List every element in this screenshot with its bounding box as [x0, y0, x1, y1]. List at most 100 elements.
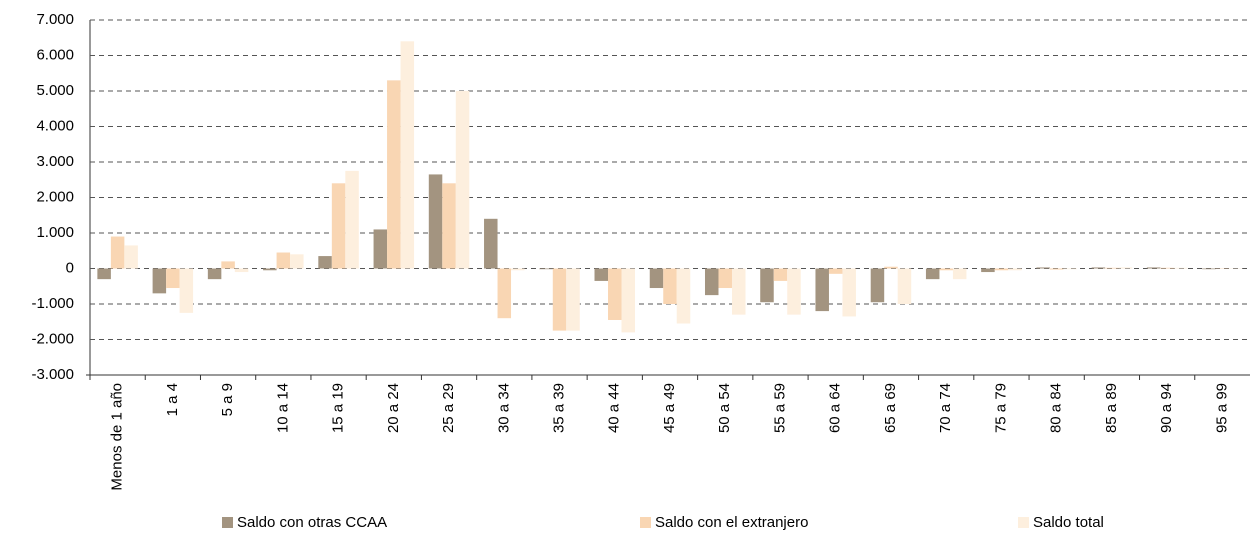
x-tick-label: 40 a 44	[606, 383, 623, 433]
bar	[428, 174, 443, 269]
bar	[773, 268, 788, 281]
bar	[124, 245, 138, 269]
bar	[1036, 267, 1050, 269]
bar	[207, 268, 222, 280]
bar	[400, 41, 415, 269]
x-tick-label: 15 a 19	[330, 383, 347, 433]
y-tick-label: 6.000	[36, 46, 74, 63]
bar	[1118, 267, 1133, 269]
bar	[1160, 267, 1174, 269]
legend-label: Saldo total	[1033, 514, 1104, 531]
x-tick-label: 90 a 94	[1158, 383, 1175, 433]
x-tick-label: Menos de 1 año	[109, 383, 126, 491]
legend-label: Saldo con el extranjero	[655, 514, 808, 531]
bar	[1146, 267, 1161, 269]
legend-swatch	[640, 517, 651, 528]
bar	[455, 91, 470, 269]
y-tick-label: -3.000	[31, 366, 74, 383]
bar	[704, 268, 719, 296]
bar	[110, 236, 125, 269]
bar	[1049, 268, 1064, 270]
y-tick-label: -1.000	[31, 295, 74, 312]
bar	[1091, 267, 1106, 269]
bar	[539, 268, 553, 270]
y-tick-label: 1.000	[36, 224, 74, 241]
x-tick-label: 5 a 9	[219, 383, 236, 416]
bar	[884, 266, 898, 269]
x-tick-label: 55 a 59	[771, 383, 788, 433]
x-tick-label: 45 a 49	[661, 383, 678, 433]
bar	[179, 268, 194, 313]
bar	[1173, 267, 1188, 269]
bar	[387, 80, 401, 269]
x-tick-label: 1 a 4	[164, 383, 181, 416]
bar	[787, 268, 801, 315]
y-tick-label: 0	[66, 259, 74, 276]
bar	[442, 183, 456, 269]
bar	[731, 268, 746, 315]
y-tick-label: 5.000	[36, 82, 74, 99]
bar	[566, 268, 580, 331]
bar	[1105, 267, 1119, 269]
bar	[1008, 268, 1022, 271]
x-tick-label: 80 a 84	[1048, 383, 1065, 433]
y-tick-label: 7.000	[36, 11, 74, 28]
bar	[497, 268, 512, 319]
bar	[234, 268, 249, 273]
bar	[552, 268, 567, 331]
bar	[290, 254, 304, 269]
bar	[484, 218, 498, 269]
bar	[511, 268, 525, 271]
bar	[815, 268, 829, 312]
y-tick-label: 4.000	[36, 117, 74, 134]
bar	[925, 268, 940, 280]
x-tick-label: 65 a 69	[882, 383, 899, 433]
x-tick-label: 25 a 29	[440, 383, 457, 433]
bar	[663, 268, 677, 304]
y-tick-label: 3.000	[36, 153, 74, 170]
bar	[939, 268, 953, 271]
bar	[828, 268, 843, 274]
bar	[952, 268, 967, 280]
bar	[318, 256, 332, 269]
bar	[994, 268, 1009, 271]
legend-swatch	[222, 517, 233, 528]
x-tick-label: 60 a 64	[827, 383, 844, 433]
bar	[331, 183, 346, 269]
bar	[608, 268, 622, 320]
bar	[345, 170, 359, 269]
bar	[276, 252, 291, 269]
bar	[152, 268, 167, 294]
bar	[649, 268, 664, 289]
bar	[221, 261, 235, 269]
x-tick-label: 70 a 74	[937, 383, 954, 433]
x-tick-label: 20 a 24	[385, 383, 402, 433]
bar	[842, 268, 856, 317]
bar	[981, 268, 995, 273]
bar	[594, 268, 609, 281]
bar	[870, 268, 885, 303]
bar	[676, 268, 691, 324]
x-tick-label: 75 a 79	[992, 383, 1009, 433]
y-tick-label: -2.000	[31, 330, 74, 347]
y-tick-label: 2.000	[36, 188, 74, 205]
bar	[373, 229, 388, 269]
x-tick-label: 85 a 89	[1103, 383, 1120, 433]
x-tick-label: 35 a 39	[550, 383, 567, 433]
legend-swatch	[1018, 517, 1029, 528]
x-tick-label: 10 a 14	[274, 383, 291, 433]
bar	[97, 268, 111, 280]
x-tick-label: 50 a 54	[716, 383, 733, 433]
bar	[166, 268, 180, 289]
bar	[1063, 268, 1077, 270]
bar	[263, 268, 277, 271]
x-tick-label: 30 a 34	[495, 383, 512, 433]
legend-label: Saldo con otras CCAA	[237, 514, 387, 531]
bar	[621, 268, 636, 333]
bar	[897, 268, 912, 304]
bar	[718, 268, 732, 289]
x-tick-label: 95 a 99	[1213, 383, 1230, 433]
bar	[1202, 268, 1216, 270]
bar	[760, 268, 774, 303]
